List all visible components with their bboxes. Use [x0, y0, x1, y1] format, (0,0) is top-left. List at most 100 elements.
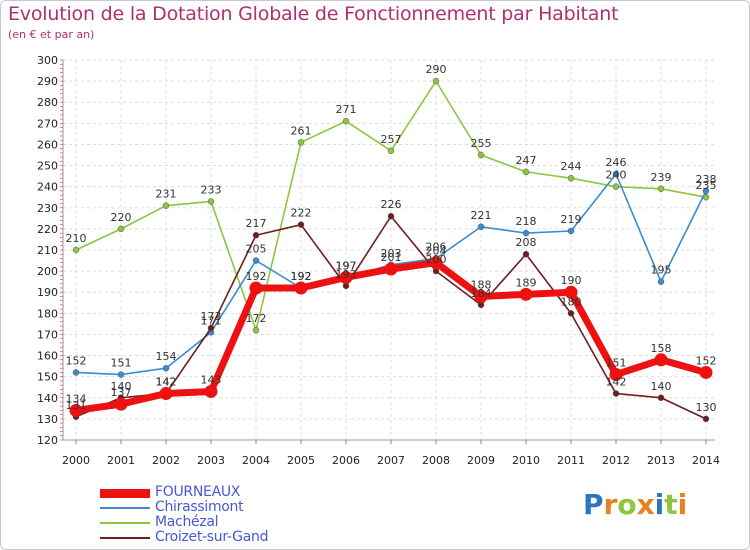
x-tick-label: 2003 [197, 454, 225, 467]
data-point [249, 281, 263, 295]
data-point [612, 183, 620, 190]
x-tick-label: 2013 [647, 454, 675, 467]
data-label: 206 [426, 240, 447, 253]
data-point [522, 168, 530, 176]
legend: FOURNEAUX Chirassimont Machézal Croizet-sur… [100, 484, 300, 545]
y-tick-label: 180 [37, 307, 58, 320]
x-tick-label: 2011 [557, 454, 585, 467]
y-tick-label: 120 [37, 434, 58, 447]
data-label: 142 [156, 376, 177, 389]
x-tick-label: 2009 [467, 454, 495, 467]
data-point [429, 256, 443, 270]
y-tick-label: 200 [37, 265, 58, 278]
data-point [567, 174, 575, 182]
x-tick-label: 2005 [287, 454, 315, 467]
data-point [252, 231, 260, 239]
data-point [657, 185, 665, 193]
data-point [72, 246, 80, 254]
logo-letter: P [583, 488, 604, 521]
x-tick-label: 2007 [377, 454, 405, 467]
y-tick-label: 300 [37, 54, 58, 67]
data-label: 290 [426, 63, 447, 76]
x-tick-label: 2008 [422, 454, 450, 467]
data-label: 239 [651, 171, 672, 184]
data-label: 217 [246, 217, 267, 230]
y-tick-label: 140 [37, 392, 58, 405]
data-label: 143 [201, 373, 222, 386]
data-label: 257 [381, 133, 402, 146]
data-label: 151 [606, 357, 627, 370]
data-point [207, 324, 215, 332]
data-label: 220 [111, 211, 132, 224]
data-point [387, 147, 395, 155]
data-label: 197 [336, 259, 357, 272]
y-tick-label: 220 [37, 223, 58, 236]
x-tick-label: 2001 [107, 454, 135, 467]
axes: 1201301401501601701801902002102202302402… [37, 54, 720, 467]
data-label: 255 [471, 137, 492, 150]
data-label: 131 [66, 399, 87, 412]
data-point [69, 403, 83, 417]
data-label: 172 [246, 312, 267, 325]
logo-letter: o [617, 488, 637, 521]
y-tick-label: 170 [37, 328, 58, 341]
data-label: 195 [651, 264, 672, 277]
data-label: 171 [201, 314, 222, 327]
x-tick-label: 2012 [602, 454, 630, 467]
data-point [159, 387, 173, 401]
data-point [477, 151, 485, 159]
data-point [162, 364, 170, 372]
legend-item: Croizet-sur-Gand [100, 529, 300, 545]
y-tick-label: 160 [37, 350, 58, 363]
chart-subtitle: (en € et par an) [8, 28, 95, 41]
data-label: 226 [381, 198, 402, 211]
data-label: 142 [606, 376, 627, 389]
line-chart: 1201301401501601701801902002102202302402… [37, 54, 720, 467]
data-label: 192 [246, 270, 267, 283]
data-point [519, 287, 533, 301]
y-tick-label: 260 [37, 138, 58, 151]
data-point [612, 390, 620, 397]
data-point [72, 369, 80, 376]
data-point [564, 285, 578, 299]
data-label: 208 [516, 236, 537, 249]
data-label: 140 [651, 380, 672, 393]
legend-label: Machézal [155, 514, 219, 530]
data-label: 200 [426, 253, 447, 266]
data-point [612, 170, 620, 178]
data-point [384, 262, 398, 276]
logo-letter: x [636, 488, 655, 521]
data-point [204, 384, 218, 398]
data-label: 193 [336, 268, 357, 281]
y-tick-label: 190 [37, 286, 58, 299]
data-point [114, 397, 128, 411]
data-point [699, 365, 713, 379]
y-tick-label: 240 [37, 181, 58, 194]
x-tick-label: 2004 [242, 454, 270, 467]
data-point [654, 353, 668, 367]
logo-letter: r [603, 488, 618, 521]
data-label: 180 [561, 295, 582, 308]
x-tick-label: 2006 [332, 454, 360, 467]
proxiti-logo: Proxiti [583, 488, 687, 521]
data-label: 222 [291, 207, 312, 220]
data-label: 203 [381, 247, 402, 260]
logo-letter: i [677, 488, 688, 521]
data-label: 152 [66, 354, 87, 367]
data-label: 140 [111, 380, 132, 393]
data-point [702, 187, 710, 195]
data-label: 173 [201, 310, 222, 323]
data-label: 151 [111, 357, 132, 370]
y-tick-label: 130 [37, 413, 58, 426]
data-label: 271 [336, 103, 357, 116]
data-point [162, 202, 170, 209]
data-point [252, 257, 260, 264]
y-tick-label: 250 [37, 160, 58, 173]
legend-swatch [100, 522, 150, 524]
y-tick-label: 230 [37, 202, 58, 215]
x-tick-label: 2000 [62, 454, 90, 467]
data-label: 154 [156, 350, 177, 363]
legend-item: Chirassimont [100, 499, 300, 515]
data-label: 142 [156, 376, 177, 389]
